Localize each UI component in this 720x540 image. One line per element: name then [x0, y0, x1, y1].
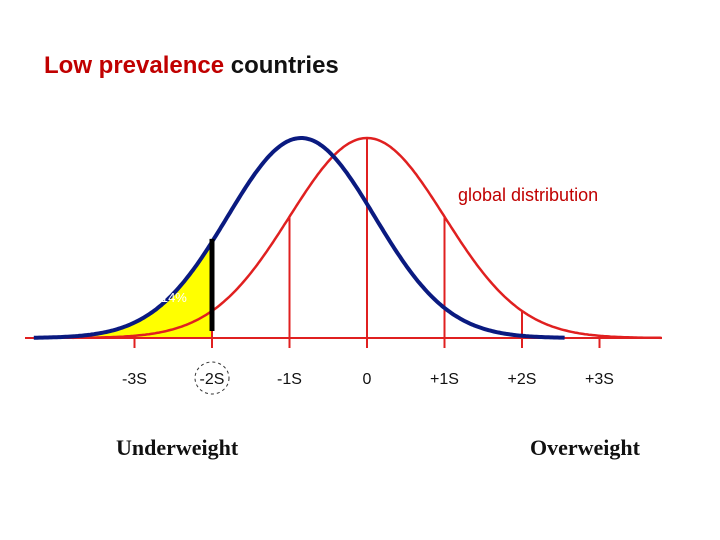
series-low-prevalence: [33, 136, 565, 340]
shaded-percent-label: 2.14%: [150, 290, 187, 305]
x-tick-label: -3S: [122, 371, 147, 388]
x-tick-label: -1S: [277, 371, 302, 388]
x-tick-label: 0: [363, 371, 372, 388]
chart-title: Low prevalence countries: [44, 52, 339, 80]
label-underweight: Underweight: [116, 435, 239, 460]
x-tick-labels: -3S -2S -1S 0 +1S +2S +3S: [122, 371, 614, 388]
title-rest: countries: [224, 52, 339, 79]
x-tick-marks: [133, 338, 601, 348]
x-tick-label: +3S: [585, 371, 614, 388]
highlighted-tick-circle: [194, 361, 230, 395]
series-label-global-distribution: global distribution: [458, 185, 598, 205]
title-accent: Low prevalence: [44, 52, 225, 79]
label-overweight: Overweight: [530, 435, 641, 460]
x-tick-label: +2S: [508, 371, 537, 388]
x-tick-label: +1S: [430, 371, 459, 388]
x-tick-label: -2S: [200, 371, 225, 388]
series-global-distribution: [72, 136, 662, 340]
shaded-area: [72, 241, 212, 338]
